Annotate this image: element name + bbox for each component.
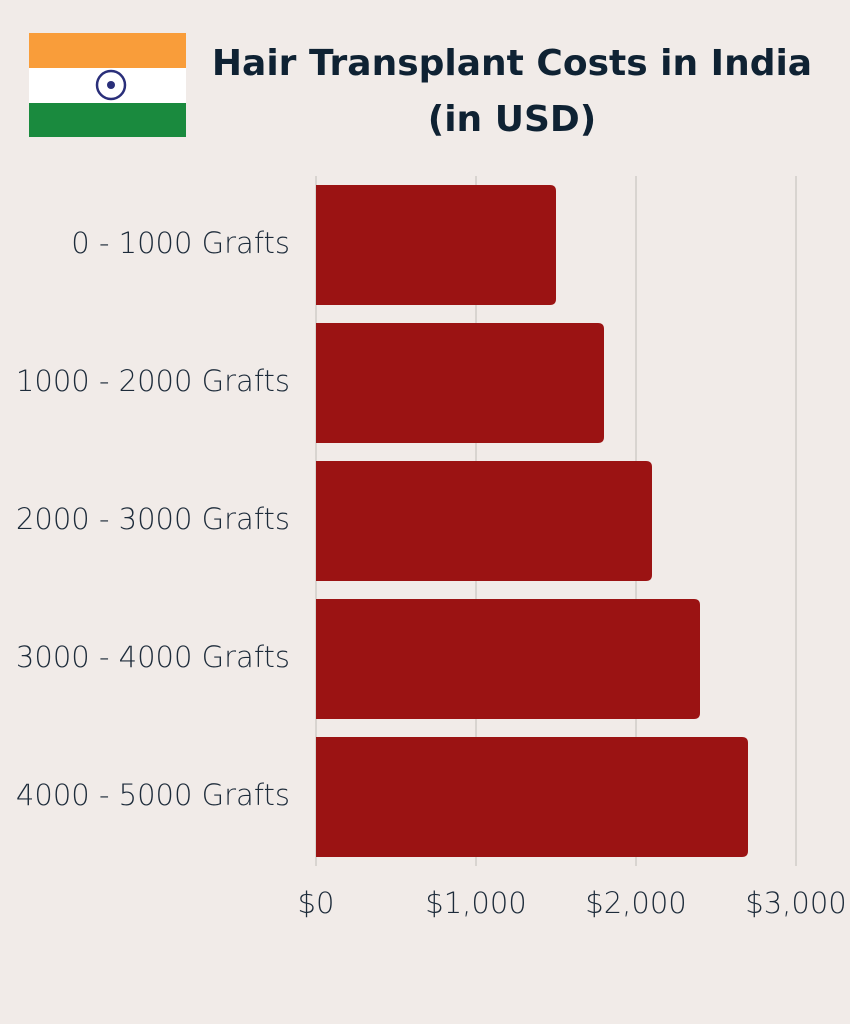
bar bbox=[316, 598, 700, 720]
x-tick-label: $0 bbox=[298, 886, 335, 920]
bar bbox=[316, 460, 652, 582]
y-tick-label: 0 - 1000 Grafts bbox=[71, 226, 290, 260]
x-tick-label: $1,000 bbox=[425, 886, 526, 920]
y-tick-label: 1000 - 2000 Grafts bbox=[16, 364, 290, 398]
chart-title: Hair Transplant Costs in India (in USD) bbox=[211, 43, 813, 140]
bar bbox=[316, 736, 748, 858]
y-tick-label: 2000 - 3000 Grafts bbox=[16, 502, 290, 536]
y-tick-label: 4000 - 5000 Grafts bbox=[16, 778, 290, 812]
x-tick-label: $3,000 bbox=[745, 886, 846, 920]
y-tick-label: 3000 - 4000 Grafts bbox=[16, 640, 290, 674]
x-tick-label: $2,000 bbox=[585, 886, 686, 920]
india-flag bbox=[29, 33, 186, 137]
bar bbox=[316, 322, 604, 444]
bar bbox=[316, 184, 556, 306]
